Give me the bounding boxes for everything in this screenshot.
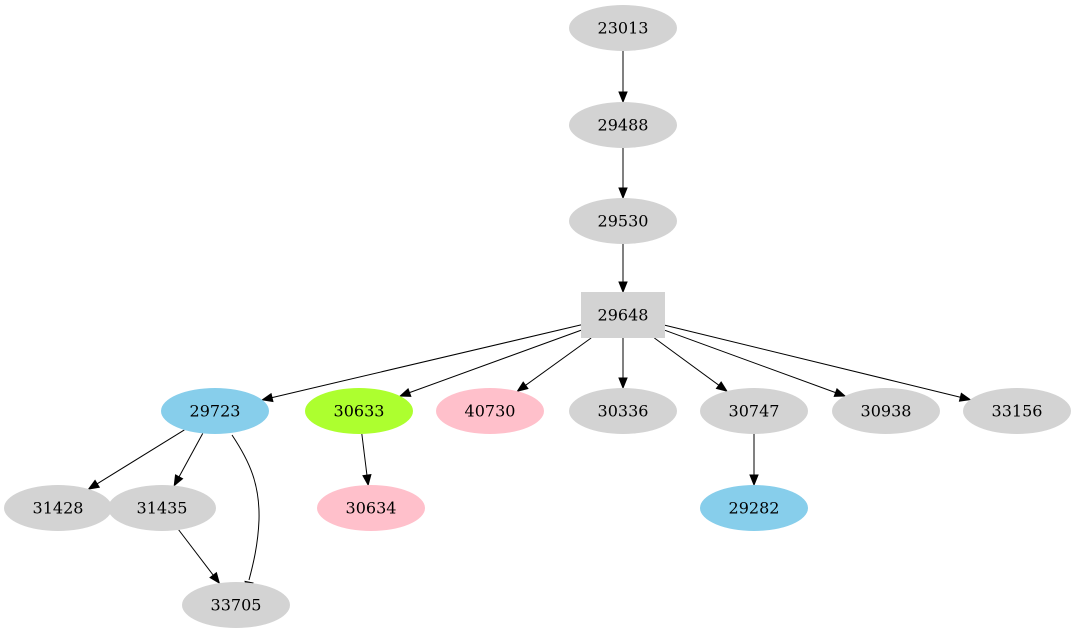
arrowhead [618,91,628,104]
node-29488: 29488 [569,102,677,148]
node-label: 29530 [598,212,649,231]
node-label: 29488 [598,116,649,135]
node-23013: 23013 [569,5,677,51]
arrowhead [260,392,274,403]
arrowhead [715,381,728,392]
node-label: 29282 [729,499,780,518]
node-label: 33705 [211,596,262,615]
nodes: 23013 29488 29530 29648 29723 30633 40730 30336… [4,5,1071,628]
node-shape [700,485,808,531]
node-shape [436,388,544,434]
edge-29648-33156 [664,324,972,402]
node-31428: 31428 [4,485,112,531]
edge-30747-29282 [749,434,759,487]
edge-29648-30938 [664,329,847,397]
edge-31435-33705 [178,529,221,585]
node-29282: 29282 [700,485,808,531]
arrowhead [749,474,759,487]
arrowhead [209,571,221,585]
edge-29723-31435 [173,433,204,487]
edge-29648-30633 [398,329,582,397]
arrowhead [618,281,628,294]
node-shape [569,102,677,148]
edge-23013-29488 [618,51,628,104]
edge-29648-29723 [260,324,582,403]
node-31435: 31435 [108,485,216,531]
arrowhead [516,381,529,392]
node-30938: 30938 [832,388,940,434]
node-shape [963,388,1071,434]
node-label: 29648 [598,306,649,325]
edge-30633-30634 [361,433,372,487]
node-label: 30633 [334,402,385,421]
node-33156: 33156 [963,388,1071,434]
edge-29648-30336 [618,338,628,390]
node-shape [108,485,216,531]
edge-29648-40730 [516,337,592,392]
node-shape [569,5,677,51]
node-label: 30336 [598,402,649,421]
node-label: 31428 [33,499,84,518]
node-29530: 29530 [569,198,677,244]
node-33705: 33705 [182,582,290,628]
arrowhead [398,388,412,397]
arrowhead [618,377,628,390]
node-label: 30938 [861,402,912,421]
node-label: 30634 [346,499,397,518]
edges [87,51,972,594]
node-shape [569,198,677,244]
node-30634: 30634 [317,485,425,531]
node-shape [161,388,269,434]
node-shape [4,485,112,531]
node-29723: 29723 [161,388,269,434]
edge-29530-29648 [618,244,628,294]
node-label: 23013 [598,19,649,38]
arrowhead [833,387,847,397]
arrowhead [87,479,101,490]
node-label: 31435 [137,499,188,518]
node-shape [569,388,677,434]
node-30747: 30747 [700,388,808,434]
edge-29648-30747 [654,337,728,392]
node-label: 33156 [992,402,1043,421]
edge-29723-33705 [231,434,260,594]
edge-29723-31428 [87,429,185,490]
arrowhead [618,187,628,200]
node-shape [700,388,808,434]
arrowhead [362,474,372,487]
node-shape [305,388,413,434]
node-29648: 29648 [581,292,665,338]
arrowhead [958,392,972,402]
node-40730: 40730 [436,388,544,434]
node-shape [317,485,425,531]
node-label: 40730 [465,402,516,421]
node-shape [581,292,665,338]
node-shape [832,388,940,434]
node-30633: 30633 [305,388,413,434]
edge-29488-29530 [618,148,628,200]
node-shape [182,582,290,628]
node-label: 29723 [190,402,241,421]
node-30336: 30336 [569,388,677,434]
node-label: 30747 [729,402,780,421]
arrowhead [173,474,184,487]
